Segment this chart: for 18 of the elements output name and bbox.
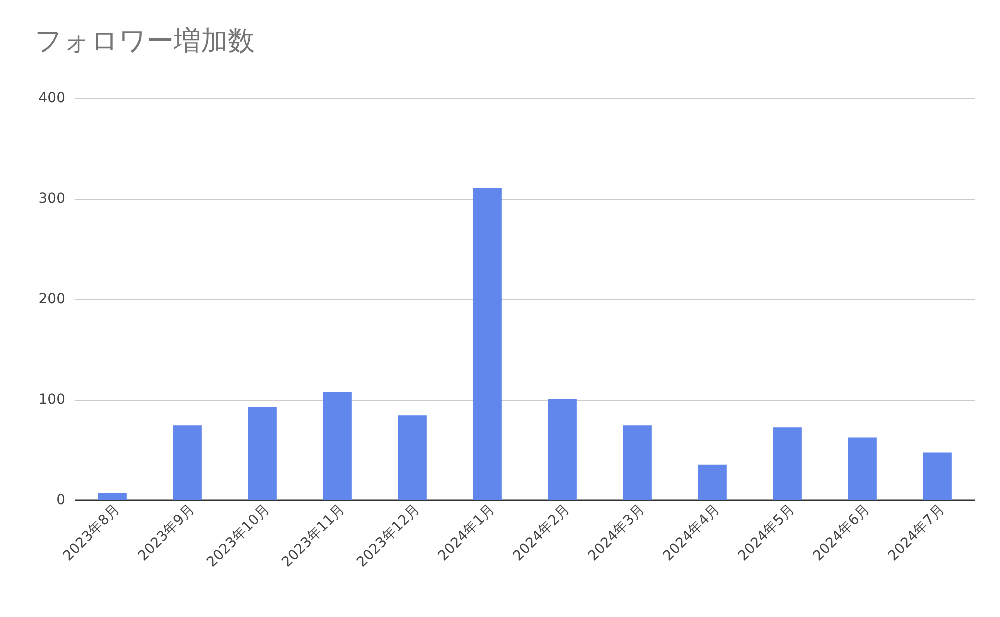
bar — [698, 464, 727, 500]
y-tick-label: 300 — [38, 191, 66, 207]
bar — [323, 392, 352, 500]
bar — [98, 492, 127, 500]
chart-title: フォロワー増加数 — [35, 26, 255, 57]
bar — [848, 438, 877, 500]
bar — [923, 452, 952, 500]
y-tick-label: 0 — [56, 492, 66, 508]
y-tick-label: 400 — [38, 90, 66, 106]
bar — [248, 408, 277, 500]
bar — [398, 416, 427, 500]
bar — [173, 426, 202, 500]
y-tick-label: 100 — [38, 392, 66, 408]
y-tick-label: 200 — [38, 292, 66, 308]
bar — [623, 426, 652, 500]
bar — [773, 428, 802, 500]
bar — [548, 400, 577, 500]
bar — [473, 188, 502, 500]
